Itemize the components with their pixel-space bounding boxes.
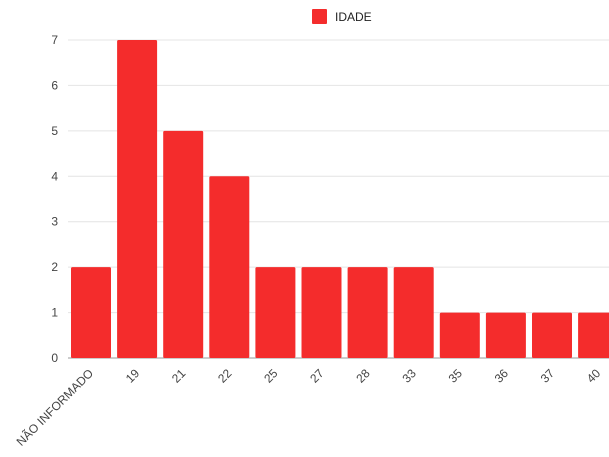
- bar-37: [532, 312, 572, 358]
- x-tick-label: 19: [123, 366, 143, 386]
- x-tick-label: 40: [584, 366, 604, 386]
- y-tick-label: 4: [51, 169, 58, 183]
- bar-33: [393, 267, 434, 358]
- y-tick-label: 3: [51, 215, 58, 229]
- bar-25: [255, 267, 296, 358]
- x-tick-label: 22: [215, 366, 235, 386]
- x-tick-label: 36: [492, 366, 512, 386]
- y-axis: 0 1 2 3 4 5 6 7: [51, 33, 58, 365]
- legend-swatch: [312, 9, 327, 24]
- x-tick-label: 27: [307, 366, 327, 386]
- y-tick-label: 2: [51, 260, 58, 274]
- bar-22: [209, 176, 250, 358]
- x-tick-label: 25: [261, 366, 281, 386]
- x-tick-label: 28: [353, 366, 373, 386]
- y-tick-label: 5: [51, 124, 58, 138]
- bar-36: [485, 312, 526, 358]
- x-tick-label: 21: [169, 366, 189, 386]
- x-tick-label: 33: [399, 366, 419, 386]
- y-tick-label: 0: [51, 351, 58, 365]
- bar-35: [439, 312, 480, 358]
- x-tick-label: 37: [538, 366, 558, 386]
- y-tick-label: 6: [51, 78, 58, 92]
- y-tick-label: 7: [51, 33, 58, 47]
- x-axis: NÃO INFORMADO 19 21 22 25 27 28 33 35 36 37 40: [14, 366, 604, 449]
- bar-27: [301, 267, 342, 358]
- bar-21: [163, 130, 204, 358]
- x-tick-label: NÃO INFORMADO: [14, 366, 96, 448]
- y-tick-label: 1: [51, 306, 58, 320]
- bar-28: [347, 267, 388, 358]
- legend-label: IDADE: [335, 10, 372, 24]
- bar-40: [578, 312, 609, 358]
- bar-19: [117, 40, 158, 358]
- bar-n-o-informado: [71, 267, 111, 358]
- bars: [71, 40, 609, 358]
- legend: IDADE: [312, 9, 372, 24]
- x-tick-label: 35: [446, 366, 466, 386]
